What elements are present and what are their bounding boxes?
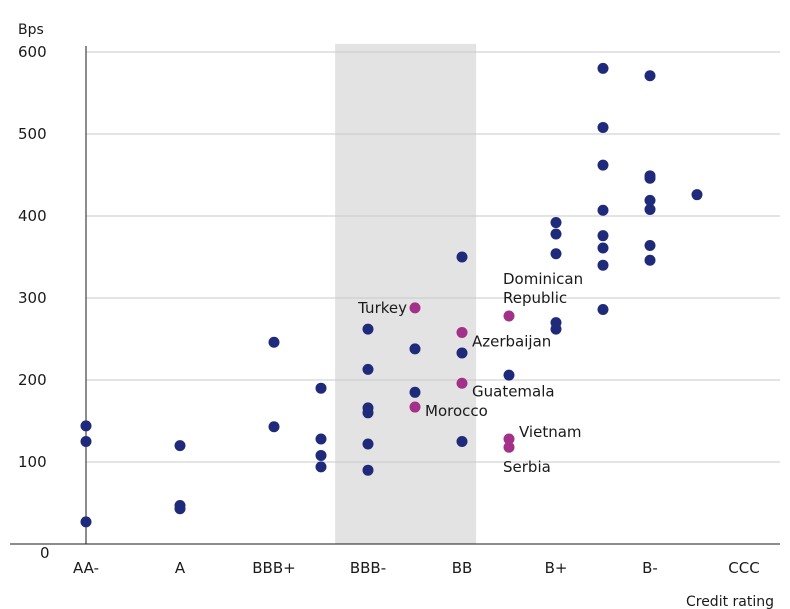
data-point [315,433,327,445]
highlight-band [335,43,477,545]
data-point [80,420,92,432]
data-point [409,386,421,398]
y-tick-label: 300 [18,289,47,307]
y-axis-title: Bps [18,22,44,38]
x-tick-label: AA- [73,559,99,577]
data-point [456,436,468,447]
data-point [456,347,468,359]
data-point [550,248,562,260]
y-tick-label: 400 [18,207,47,225]
y-tick-label: 600 [18,43,47,61]
data-point [456,251,468,263]
data-point [644,254,656,266]
highlight-point [503,310,515,322]
data-point [503,369,515,381]
y-tick-label: 200 [18,371,47,389]
axes [10,46,780,545]
data-point [362,363,374,375]
point-labels: Turkey Morocco Azerbaijan Guatemala Dominica… [357,270,583,476]
y-tick-label: 100 [18,453,47,471]
data-point [80,516,92,528]
point-label: Turkey [357,299,407,317]
data-point [644,203,656,215]
data-point [644,172,656,184]
shaded-band [335,43,477,545]
x-tick-label: B+ [545,559,568,577]
data-point [691,189,703,201]
y-tick-label: 0 [40,544,50,562]
point-label: Vietnam [519,423,582,441]
data-point [644,194,656,206]
point-label: Morocco [425,402,488,420]
data-point [644,240,656,252]
data-points [80,62,703,528]
highlight-point [456,377,468,389]
data-point [597,259,609,271]
point-label: Guatemala [472,382,555,400]
data-point [268,421,280,433]
data-point [174,440,186,452]
x-tick-label: BB [452,559,473,577]
gridlines [86,51,780,463]
data-point [597,242,609,254]
data-point [362,407,374,419]
highlight-point [456,326,468,338]
data-point [362,438,374,450]
x-tick-label: BBB+ [252,559,295,577]
highlight-point [503,441,515,453]
data-point [409,343,421,355]
data-point [362,323,374,335]
point-label: Dominican Republic [503,270,583,307]
data-point [315,382,327,394]
data-point [550,228,562,240]
data-point [362,464,374,476]
y-tick-labels: 0 100 200 300 400 500 600 [18,43,50,562]
x-tick-label: BBB- [350,559,386,577]
data-point [550,217,562,229]
x-tick-label: A [175,559,186,577]
data-point [550,323,562,335]
data-point [315,461,327,473]
y-tick-label: 500 [18,125,47,143]
data-point [644,70,656,82]
data-point [597,121,609,133]
x-tick-label: CCC [728,559,759,577]
highlight-point [409,302,421,314]
x-tick-labels: AA- A BBB+ BBB- BB B+ B- CCC [73,559,760,577]
data-point [174,503,186,515]
point-label: Serbia [503,458,551,476]
data-point [597,303,609,315]
x-tick-label: B- [642,559,658,577]
data-point [315,449,327,461]
data-point [80,436,92,447]
data-point [597,159,609,171]
x-axis-title: Credit rating [686,594,774,609]
data-point [597,204,609,216]
highlight-point [409,401,421,413]
highlight-point [503,433,515,445]
data-point [597,230,609,242]
data-point [268,336,280,348]
point-label: Azerbaijan [472,332,551,350]
data-point [597,62,609,74]
